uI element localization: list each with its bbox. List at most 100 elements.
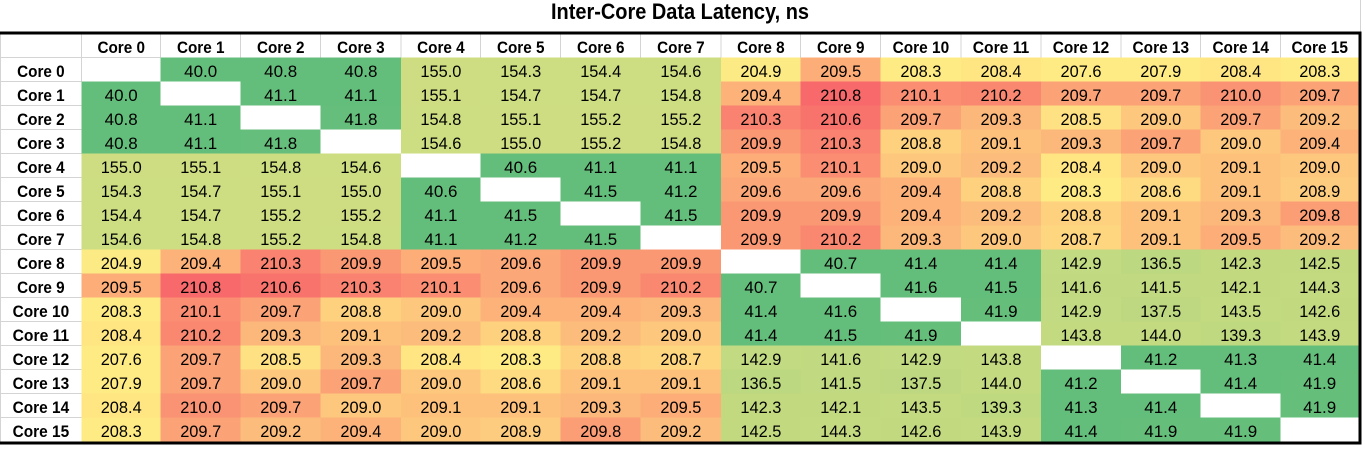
svg-text:209.3: 209.3: [1061, 135, 1102, 153]
svg-text:142.5: 142.5: [740, 423, 781, 441]
svg-text:208.8: 208.8: [981, 183, 1022, 201]
svg-text:209.3: 209.3: [260, 327, 301, 345]
svg-text:144.0: 144.0: [1140, 327, 1181, 345]
svg-text:209.0: 209.0: [1220, 135, 1261, 153]
svg-text:Core 12: Core 12: [13, 351, 70, 369]
svg-text:41.1: 41.1: [584, 159, 617, 177]
svg-text:142.3: 142.3: [740, 399, 781, 417]
svg-text:40.7: 40.7: [824, 255, 857, 273]
svg-text:154.6: 154.6: [420, 135, 461, 153]
svg-text:41.9: 41.9: [985, 303, 1018, 321]
svg-text:209.0: 209.0: [1140, 159, 1181, 177]
svg-text:208.4: 208.4: [420, 351, 461, 369]
svg-text:136.5: 136.5: [1140, 255, 1181, 273]
svg-text:209.5: 209.5: [740, 159, 781, 177]
svg-text:209.3: 209.3: [660, 303, 701, 321]
svg-text:143.9: 143.9: [1299, 327, 1340, 345]
svg-text:209.0: 209.0: [981, 231, 1022, 249]
svg-text:41.2: 41.2: [1065, 375, 1098, 393]
svg-text:209.3: 209.3: [900, 231, 941, 249]
svg-text:209.1: 209.1: [500, 399, 541, 417]
svg-text:209.0: 209.0: [420, 303, 461, 321]
svg-text:209.0: 209.0: [900, 159, 941, 177]
svg-text:137.5: 137.5: [900, 375, 941, 393]
svg-text:Core 14: Core 14: [13, 399, 70, 417]
svg-text:209.7: 209.7: [1299, 87, 1340, 105]
svg-text:142.1: 142.1: [820, 399, 861, 417]
svg-text:Core 12: Core 12: [1053, 39, 1110, 57]
svg-text:209.2: 209.2: [660, 423, 701, 441]
svg-text:209.2: 209.2: [1299, 231, 1340, 249]
svg-text:143.8: 143.8: [981, 351, 1022, 369]
svg-text:40.8: 40.8: [344, 63, 377, 81]
svg-text:41.2: 41.2: [1144, 351, 1177, 369]
svg-text:41.9: 41.9: [1303, 375, 1336, 393]
svg-text:41.4: 41.4: [744, 327, 777, 345]
svg-text:209.0: 209.0: [660, 327, 701, 345]
svg-text:209.1: 209.1: [1220, 183, 1261, 201]
svg-text:137.5: 137.5: [1140, 303, 1181, 321]
svg-text:209.2: 209.2: [981, 159, 1022, 177]
svg-text:208.3: 208.3: [1299, 63, 1340, 81]
svg-text:209.0: 209.0: [1299, 159, 1340, 177]
svg-text:209.4: 209.4: [900, 183, 941, 201]
svg-text:40.8: 40.8: [105, 111, 138, 129]
svg-text:209.7: 209.7: [180, 351, 221, 369]
svg-text:Core 15: Core 15: [13, 423, 70, 441]
svg-text:Inter-Core Data Latency, ns: Inter-Core Data Latency, ns: [551, 0, 809, 24]
svg-text:209.7: 209.7: [260, 303, 301, 321]
svg-text:209.4: 209.4: [500, 303, 541, 321]
svg-text:Core 13: Core 13: [13, 375, 70, 393]
svg-text:208.3: 208.3: [500, 351, 541, 369]
svg-text:144.3: 144.3: [1299, 279, 1340, 297]
svg-text:209.5: 209.5: [820, 63, 861, 81]
svg-text:209.1: 209.1: [1140, 231, 1181, 249]
svg-text:154.7: 154.7: [580, 87, 621, 105]
svg-text:208.4: 208.4: [1061, 159, 1102, 177]
svg-text:154.4: 154.4: [580, 63, 621, 81]
svg-text:154.8: 154.8: [660, 87, 701, 105]
svg-text:209.8: 209.8: [1299, 207, 1340, 225]
svg-text:155.0: 155.0: [340, 183, 381, 201]
svg-text:41.2: 41.2: [504, 231, 537, 249]
svg-text:209.6: 209.6: [740, 183, 781, 201]
svg-text:207.6: 207.6: [1061, 63, 1102, 81]
svg-text:142.9: 142.9: [740, 351, 781, 369]
svg-text:141.6: 141.6: [1061, 279, 1102, 297]
svg-text:142.9: 142.9: [1061, 255, 1102, 273]
svg-text:143.5: 143.5: [900, 399, 941, 417]
svg-text:Core 9: Core 9: [817, 39, 865, 57]
svg-text:209.7: 209.7: [900, 111, 941, 129]
svg-text:155.2: 155.2: [660, 111, 701, 129]
svg-text:155.2: 155.2: [580, 111, 621, 129]
svg-text:209.4: 209.4: [580, 303, 621, 321]
svg-text:154.8: 154.8: [660, 135, 701, 153]
svg-text:210.1: 210.1: [900, 87, 941, 105]
svg-text:209.5: 209.5: [1220, 231, 1261, 249]
svg-text:142.6: 142.6: [900, 423, 941, 441]
svg-text:155.2: 155.2: [580, 135, 621, 153]
svg-text:40.0: 40.0: [184, 63, 217, 81]
svg-text:208.7: 208.7: [660, 351, 701, 369]
svg-text:210.3: 210.3: [340, 279, 381, 297]
svg-text:154.8: 154.8: [340, 231, 381, 249]
svg-text:41.3: 41.3: [1224, 351, 1257, 369]
svg-text:41.1: 41.1: [424, 231, 457, 249]
svg-text:154.3: 154.3: [101, 183, 142, 201]
svg-text:208.4: 208.4: [101, 327, 142, 345]
svg-text:208.8: 208.8: [340, 303, 381, 321]
svg-text:Core 10: Core 10: [893, 39, 950, 57]
svg-text:209.1: 209.1: [340, 327, 381, 345]
svg-text:209.4: 209.4: [1299, 135, 1340, 153]
svg-text:154.4: 154.4: [101, 207, 142, 225]
svg-text:Core 2: Core 2: [257, 39, 305, 57]
svg-text:209.7: 209.7: [180, 375, 221, 393]
svg-text:40.8: 40.8: [264, 63, 297, 81]
svg-text:209.0: 209.0: [1140, 111, 1181, 129]
svg-text:Core 8: Core 8: [17, 255, 65, 273]
svg-text:41.1: 41.1: [184, 135, 217, 153]
svg-text:209.7: 209.7: [1061, 87, 1102, 105]
svg-text:40.6: 40.6: [504, 159, 537, 177]
svg-text:209.3: 209.3: [1220, 207, 1261, 225]
svg-text:139.3: 139.3: [1220, 327, 1261, 345]
